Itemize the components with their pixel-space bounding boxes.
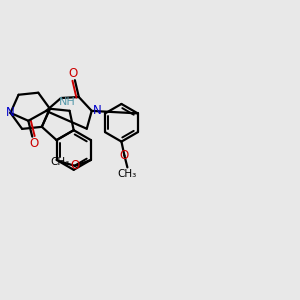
Text: N: N xyxy=(6,106,15,119)
Text: NH: NH xyxy=(59,97,76,107)
Text: O: O xyxy=(68,67,77,80)
Text: N: N xyxy=(93,104,102,117)
Text: O: O xyxy=(30,137,39,150)
Text: CH₃: CH₃ xyxy=(118,169,137,179)
Text: O: O xyxy=(120,149,129,162)
Text: O: O xyxy=(70,159,80,172)
Text: CH₃: CH₃ xyxy=(50,157,70,167)
